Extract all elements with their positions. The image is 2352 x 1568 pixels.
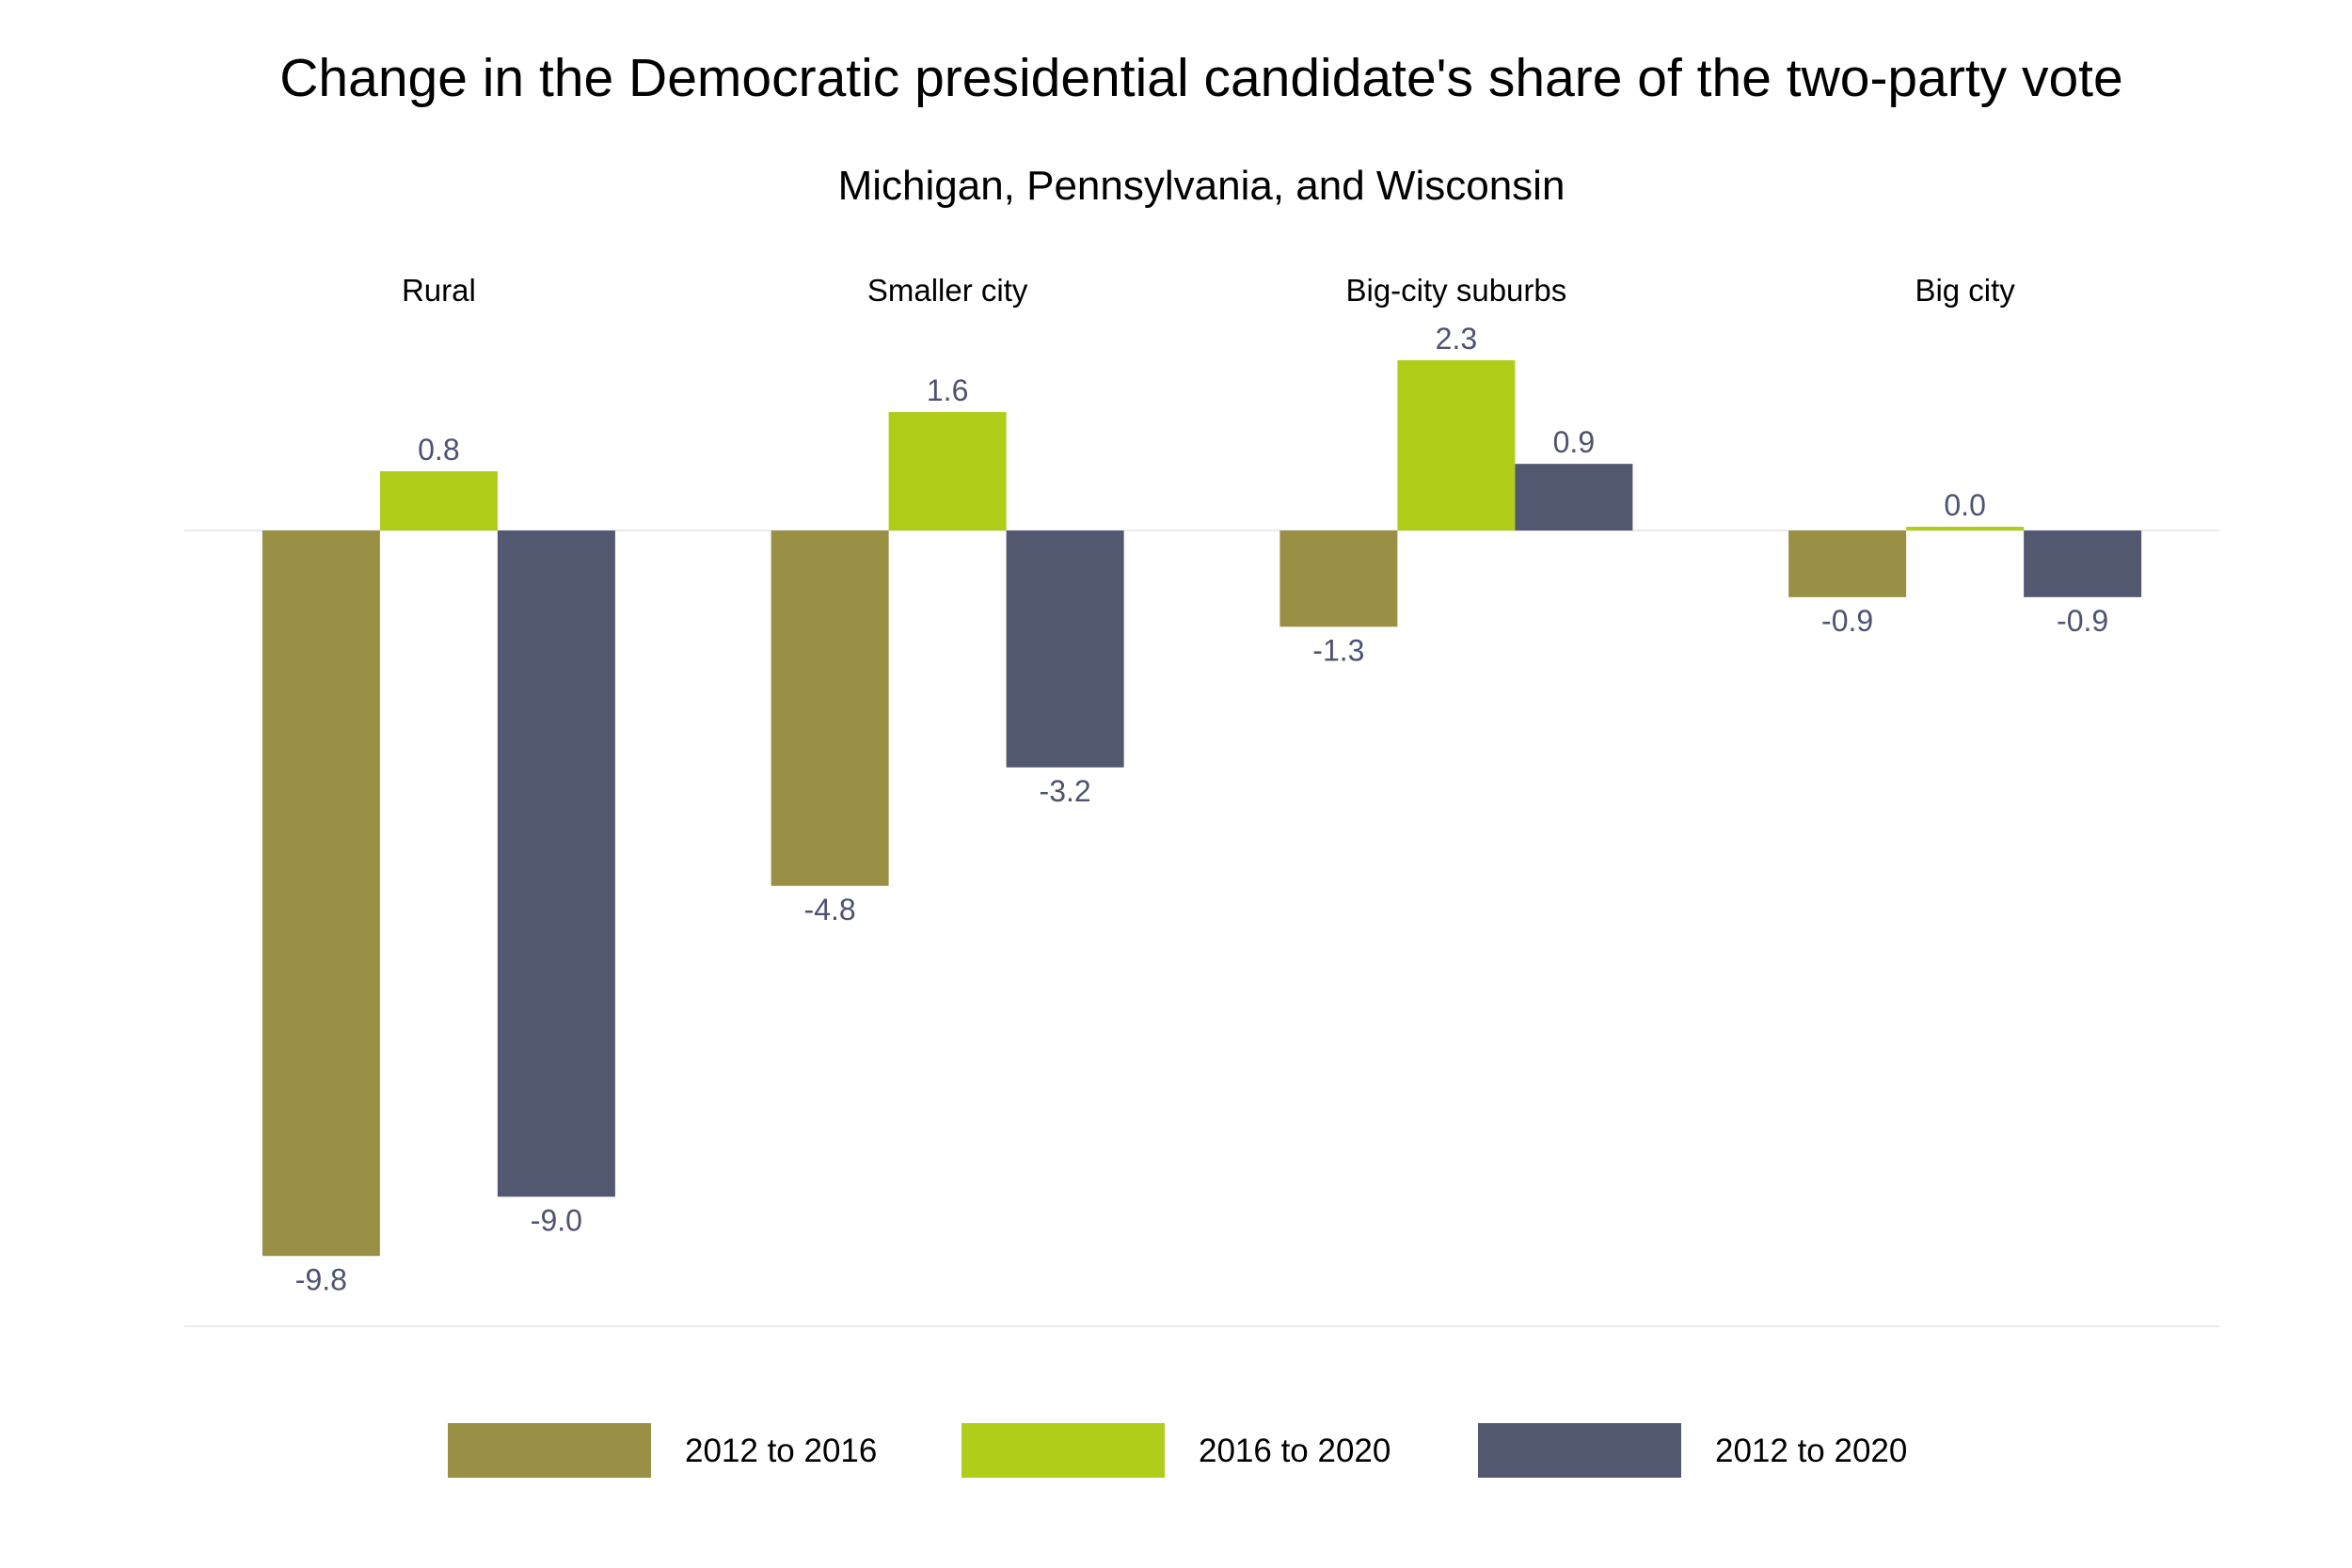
bar (1279, 531, 1398, 627)
data-label: -0.9 (1821, 604, 1873, 638)
data-label: -1.3 (1312, 633, 1364, 667)
facet-label: Rural (402, 273, 476, 308)
data-label: -9.8 (295, 1262, 347, 1296)
data-label: 0.8 (418, 433, 459, 467)
legend-swatch (961, 1423, 1165, 1478)
chart-title: Change in the Democratic presidential ca… (279, 48, 2122, 108)
bar (379, 471, 498, 531)
data-label: 1.6 (927, 373, 968, 407)
bar (1006, 531, 1124, 768)
bar (262, 531, 380, 1257)
chart-subtitle: Michigan, Pennsylvania, and Wisconsin (838, 163, 1565, 209)
legend-swatch (1478, 1423, 1681, 1478)
bar (888, 412, 1007, 531)
legend-label: 2016 to 2020 (1199, 1433, 1391, 1469)
data-label: 0.0 (1944, 488, 1985, 522)
bar (771, 531, 889, 886)
data-label: -0.9 (2057, 604, 2108, 638)
legend-swatch (448, 1423, 651, 1478)
bar (1515, 464, 1633, 531)
legend-label: 2012 to 2020 (1715, 1433, 1907, 1469)
bar (497, 531, 615, 1197)
data-label: -4.8 (804, 893, 856, 927)
facet-label: Big city (1915, 273, 2015, 308)
data-label: -3.2 (1040, 774, 1091, 808)
bar (1788, 531, 1907, 597)
facet-label: Big-city suburbs (1345, 273, 1566, 308)
legend-label: 2012 to 2016 (685, 1433, 877, 1469)
facet-label: Smaller city (867, 273, 1028, 308)
data-label: -9.0 (531, 1203, 582, 1237)
bar (1906, 527, 2025, 531)
data-label: 0.9 (1553, 425, 1595, 459)
bar (2024, 531, 2142, 597)
data-label: 2.3 (1436, 322, 1477, 356)
bar (1397, 359, 1516, 531)
